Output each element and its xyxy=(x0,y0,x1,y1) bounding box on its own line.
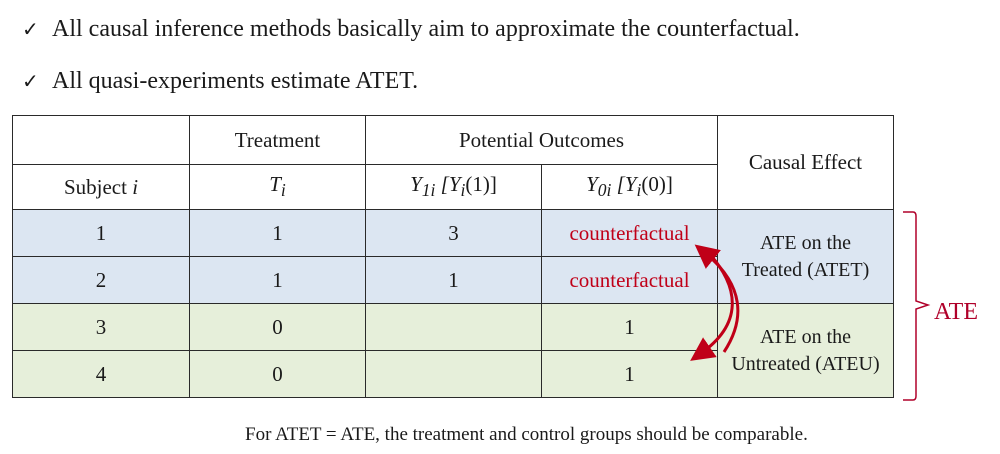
row-1-treatment: 1 xyxy=(189,209,366,257)
header-y1: Y1i [Yi(1)] xyxy=(365,164,542,210)
atet-cell: ATE on the Treated (ATET) xyxy=(717,209,894,304)
row-3-y1 xyxy=(365,303,542,351)
ateu-cell: ATE on the Untreated (ATEU) xyxy=(717,303,894,398)
header-causal-effect: Causal Effect xyxy=(717,115,894,210)
bullet-2-text: All quasi-experiments estimate ATET. xyxy=(52,68,419,94)
check-icon: ✓ xyxy=(22,17,39,41)
row-4-treatment: 0 xyxy=(189,350,366,398)
header-potential-outcomes: Potential Outcomes xyxy=(365,115,718,165)
check-icon: ✓ xyxy=(22,69,39,93)
ate-label: ATE xyxy=(934,299,978,325)
row-2-treatment: 1 xyxy=(189,256,366,304)
row-3-y0: 1 xyxy=(541,303,718,351)
potential-outcomes-table: Treatment Potential Outcomes Causal Effe… xyxy=(12,115,894,398)
row-1-y0: counterfactual xyxy=(541,209,718,257)
row-4-y0: 1 xyxy=(541,350,718,398)
header-y0: Y0i [Yi(0)] xyxy=(541,164,718,210)
header-empty-cell xyxy=(12,115,190,165)
brace-icon xyxy=(903,211,931,401)
header-treatment-var: Ti xyxy=(189,164,366,210)
row-3-subject: 3 xyxy=(12,303,190,351)
bullet-2: ✓ All quasi-experiments estimate ATET. xyxy=(22,66,418,96)
bullet-1-text: All causal inference methods basically a… xyxy=(52,16,800,42)
bullet-1: ✓ All causal inference methods basically … xyxy=(22,14,800,44)
footer-note: For ATET = ATE, the treatment and contro… xyxy=(245,424,808,445)
row-1-subject: 1 xyxy=(12,209,190,257)
header-subject: Subject i xyxy=(12,164,190,210)
row-1-y1: 3 xyxy=(365,209,542,257)
row-4-subject: 4 xyxy=(12,350,190,398)
row-3-treatment: 0 xyxy=(189,303,366,351)
row-2-subject: 2 xyxy=(12,256,190,304)
header-treatment: Treatment xyxy=(189,115,366,165)
row-2-y1: 1 xyxy=(365,256,542,304)
row-4-y1 xyxy=(365,350,542,398)
row-2-y0: counterfactual xyxy=(541,256,718,304)
